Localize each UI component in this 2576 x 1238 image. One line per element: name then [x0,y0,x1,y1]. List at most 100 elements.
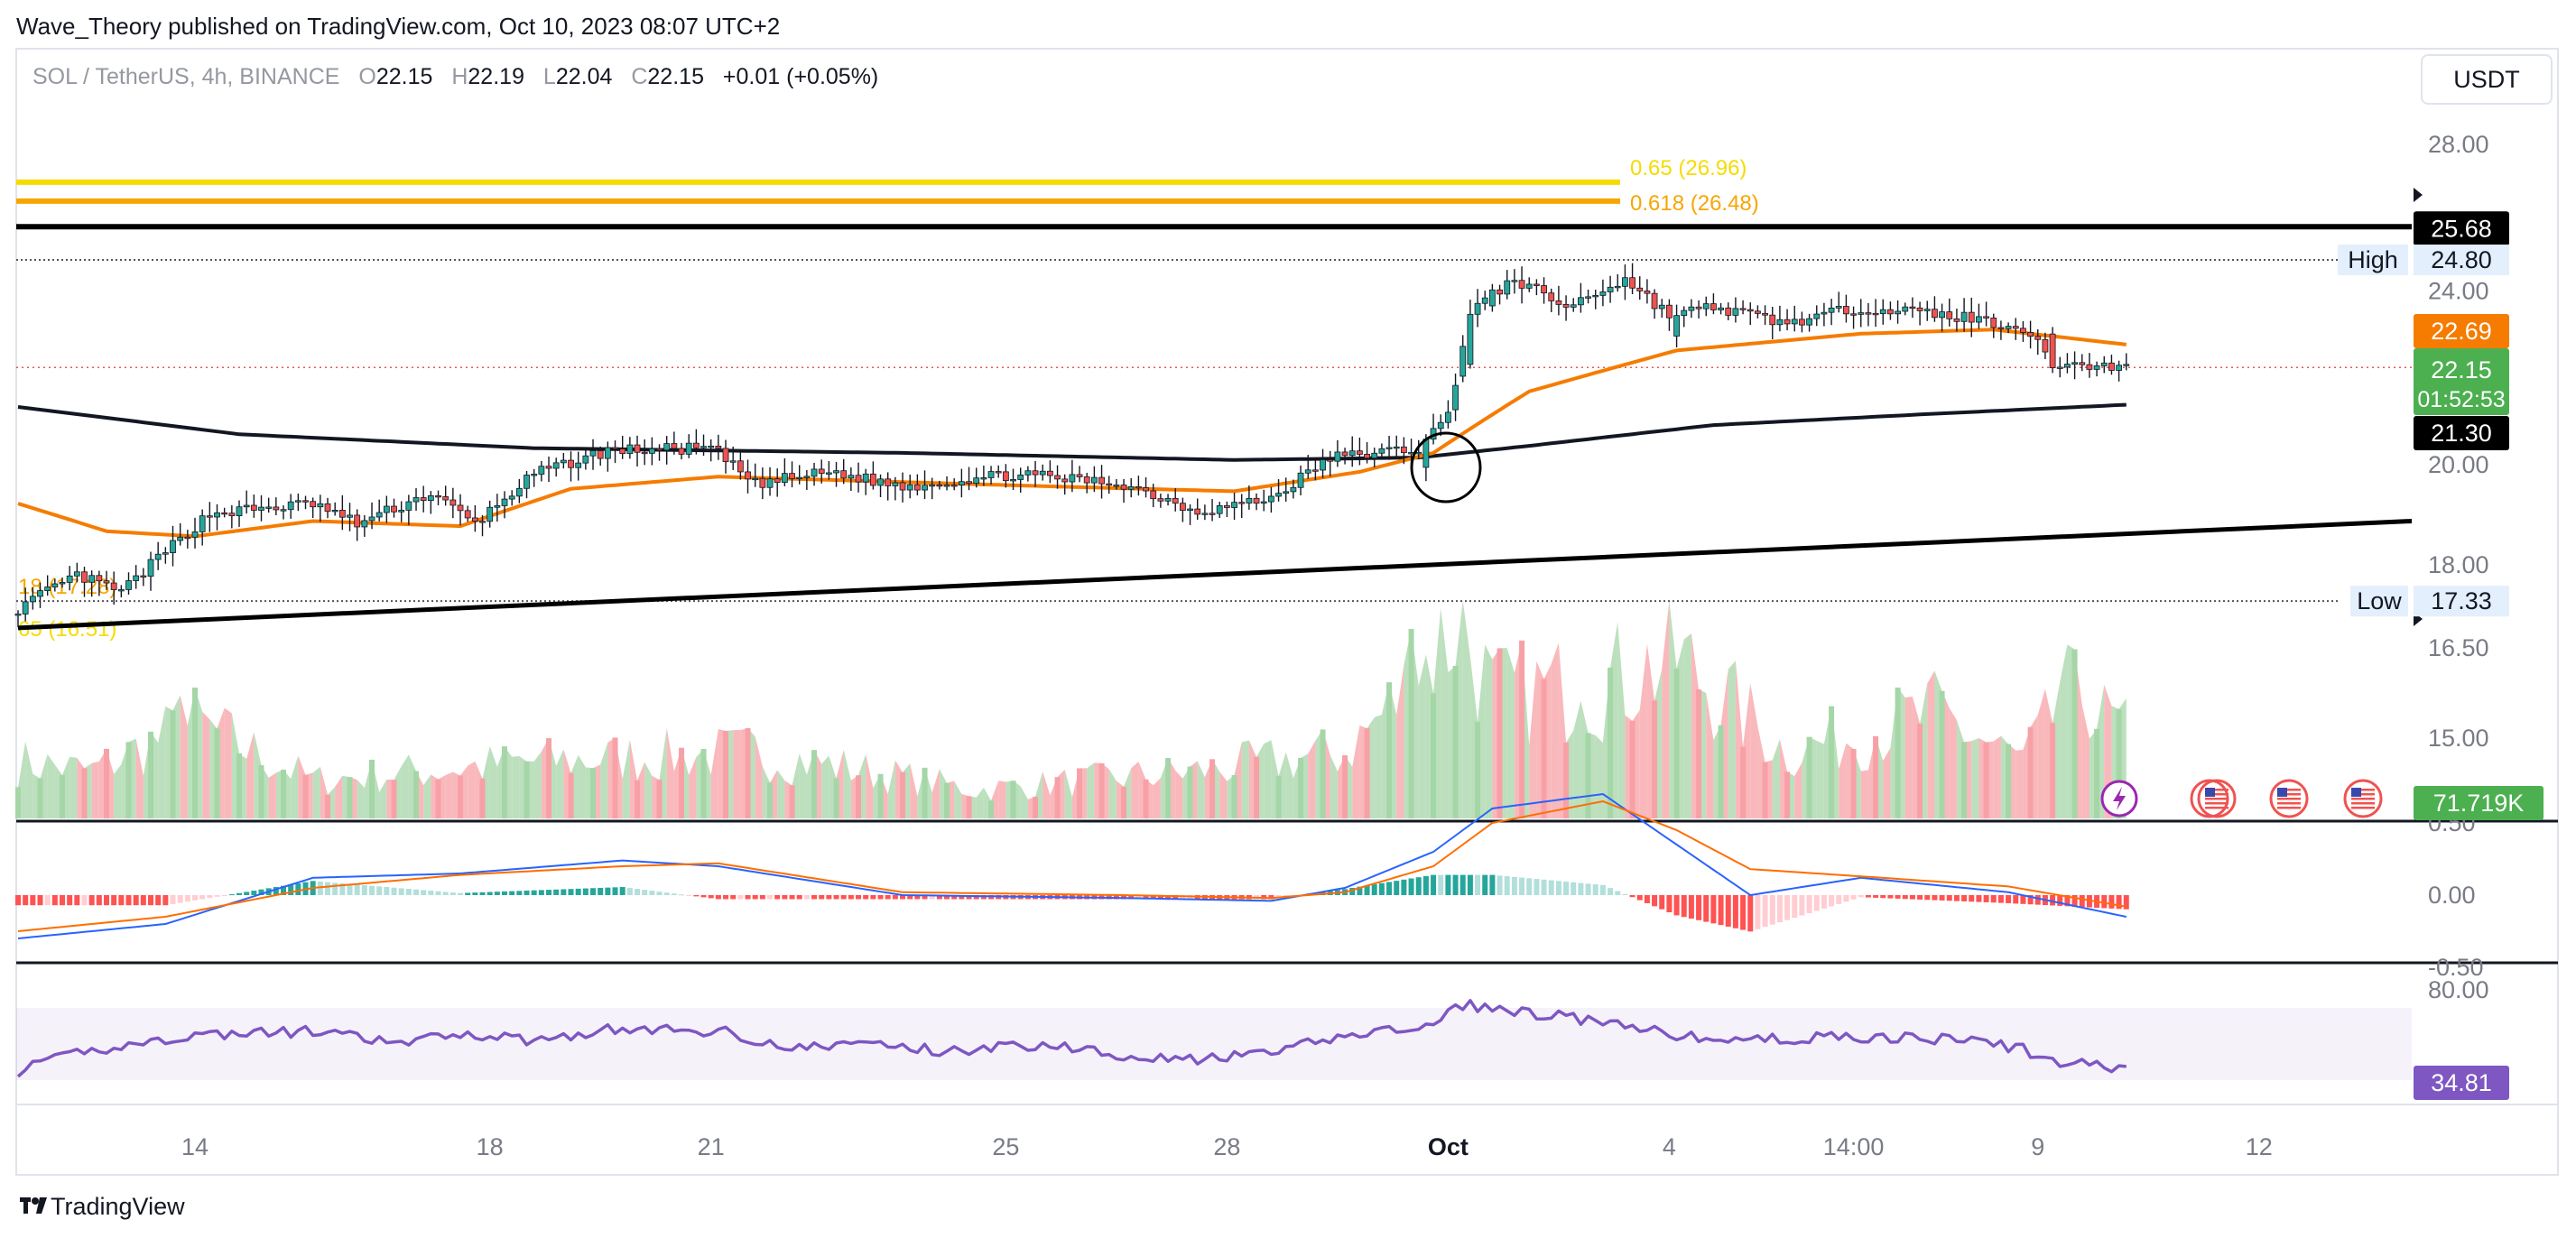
candle-body [995,471,1002,474]
volume-area [224,707,232,818]
volume-area [1949,707,1957,818]
macd-pane [15,792,2129,939]
price-tick-label: 24.00 [2428,278,2489,305]
volume-bar [325,794,331,818]
volume-area [1020,786,1028,818]
volume-bar [524,761,530,818]
candle-body [855,475,862,483]
candle-body [1585,296,1591,299]
macd-histogram-bar [449,892,456,895]
candle-body [1835,306,1842,309]
volume-area [512,755,520,818]
volume-area [312,766,320,818]
candle-body [317,503,324,508]
high-price-bg [2414,245,2509,276]
candle-body [1260,501,1267,504]
macd-histogram-bar [892,895,898,900]
change-text: +0.01 (+0.05%) [723,64,878,89]
candle-body [1061,478,1069,483]
candle-body [1916,307,1923,311]
macd-histogram-bar [228,894,235,896]
candle-body [51,583,59,587]
macd-histogram-bar [1659,895,1665,910]
candle-body [1334,451,1341,462]
volume-area [1993,735,2001,818]
macd-histogram-bar [111,895,117,906]
volume-area [887,760,895,818]
rsi-band [16,1008,2412,1080]
candle-body [1356,450,1363,455]
legend: SOL / TetherUS, 4h, BINANCE O22.15 H22.1… [32,64,878,89]
time-axis[interactable]: 14 18 21 25 28 Oct 4 14:00 9 12 [181,1133,2273,1160]
volume-area [2037,688,2045,818]
volume-area [1197,761,1205,818]
macd-histogram-bar [826,895,832,900]
candle-body [347,514,353,518]
volume-bar [966,796,972,818]
candle-body [1039,470,1046,476]
volume-area [1971,737,1979,818]
volume-bar [1629,720,1635,818]
volume-bar [104,748,110,818]
volume-bar [1917,724,1923,818]
time-tick-label: 9 [2031,1133,2044,1160]
volume-area [733,729,741,818]
candle-body [1024,470,1032,476]
candle-body [2079,362,2086,365]
volume-area [1839,743,1847,818]
macd-histogram-bar [2116,895,2122,910]
currency-button[interactable]: USDT [2421,54,2553,105]
macd-histogram-bar [1571,882,1577,895]
candle-body [685,442,692,455]
volume-area [755,736,763,818]
candle-body [1702,303,1710,310]
candle-body [648,448,655,454]
macd-histogram-bar [15,895,21,906]
candle-body [1895,310,1901,315]
candle-body [177,536,184,541]
volume-bar [1475,721,1481,818]
candle-body [1172,497,1179,504]
macd-histogram-bar [1953,895,1960,901]
macd-histogram-bar [1843,895,1849,902]
volume-area [998,781,1006,818]
candle-body [1813,313,1821,319]
volume-bar [1939,690,1945,818]
volume-bar [1187,766,1193,818]
tradingview-logo[interactable]: TradingView [20,1193,185,1220]
volume-bar [15,787,21,818]
candle-body [1622,277,1628,287]
macd-histogram-bar [1946,895,1952,901]
macd-histogram-bar [177,895,183,903]
volume-area [1816,740,1824,818]
lightning-icon [2113,787,2126,810]
volume-area [1794,762,1802,818]
us-flag-icon-stripe [2277,798,2301,800]
macd-histogram-bar [626,888,633,895]
us-flag-icon-stripe [2277,802,2301,805]
candle-body [1069,474,1076,483]
candle-body [899,482,906,491]
macd-histogram-bar [1475,874,1481,895]
macd-histogram-bar [1150,895,1156,900]
candle-body [612,447,618,449]
volume-area [357,780,365,818]
macd-histogram-bar [421,890,427,895]
candle-body [73,571,80,577]
macd-histogram-bar [1769,895,1775,925]
macd-histogram-bar [1482,874,1488,895]
candle-body [44,587,51,591]
candle-body [789,473,795,479]
event-icons[interactable] [2100,779,2383,818]
candle-body [1799,319,1805,326]
candle-body [140,575,147,577]
candle-body [936,484,943,487]
rsi-line [16,999,2127,1078]
macd-histogram-bar [1622,893,1628,895]
candle-body [1909,306,1916,310]
macd-histogram-bar [856,895,862,900]
macd-histogram-bar [140,895,146,906]
macd-histogram-bar [1445,874,1451,895]
candle-body [1755,310,1761,314]
